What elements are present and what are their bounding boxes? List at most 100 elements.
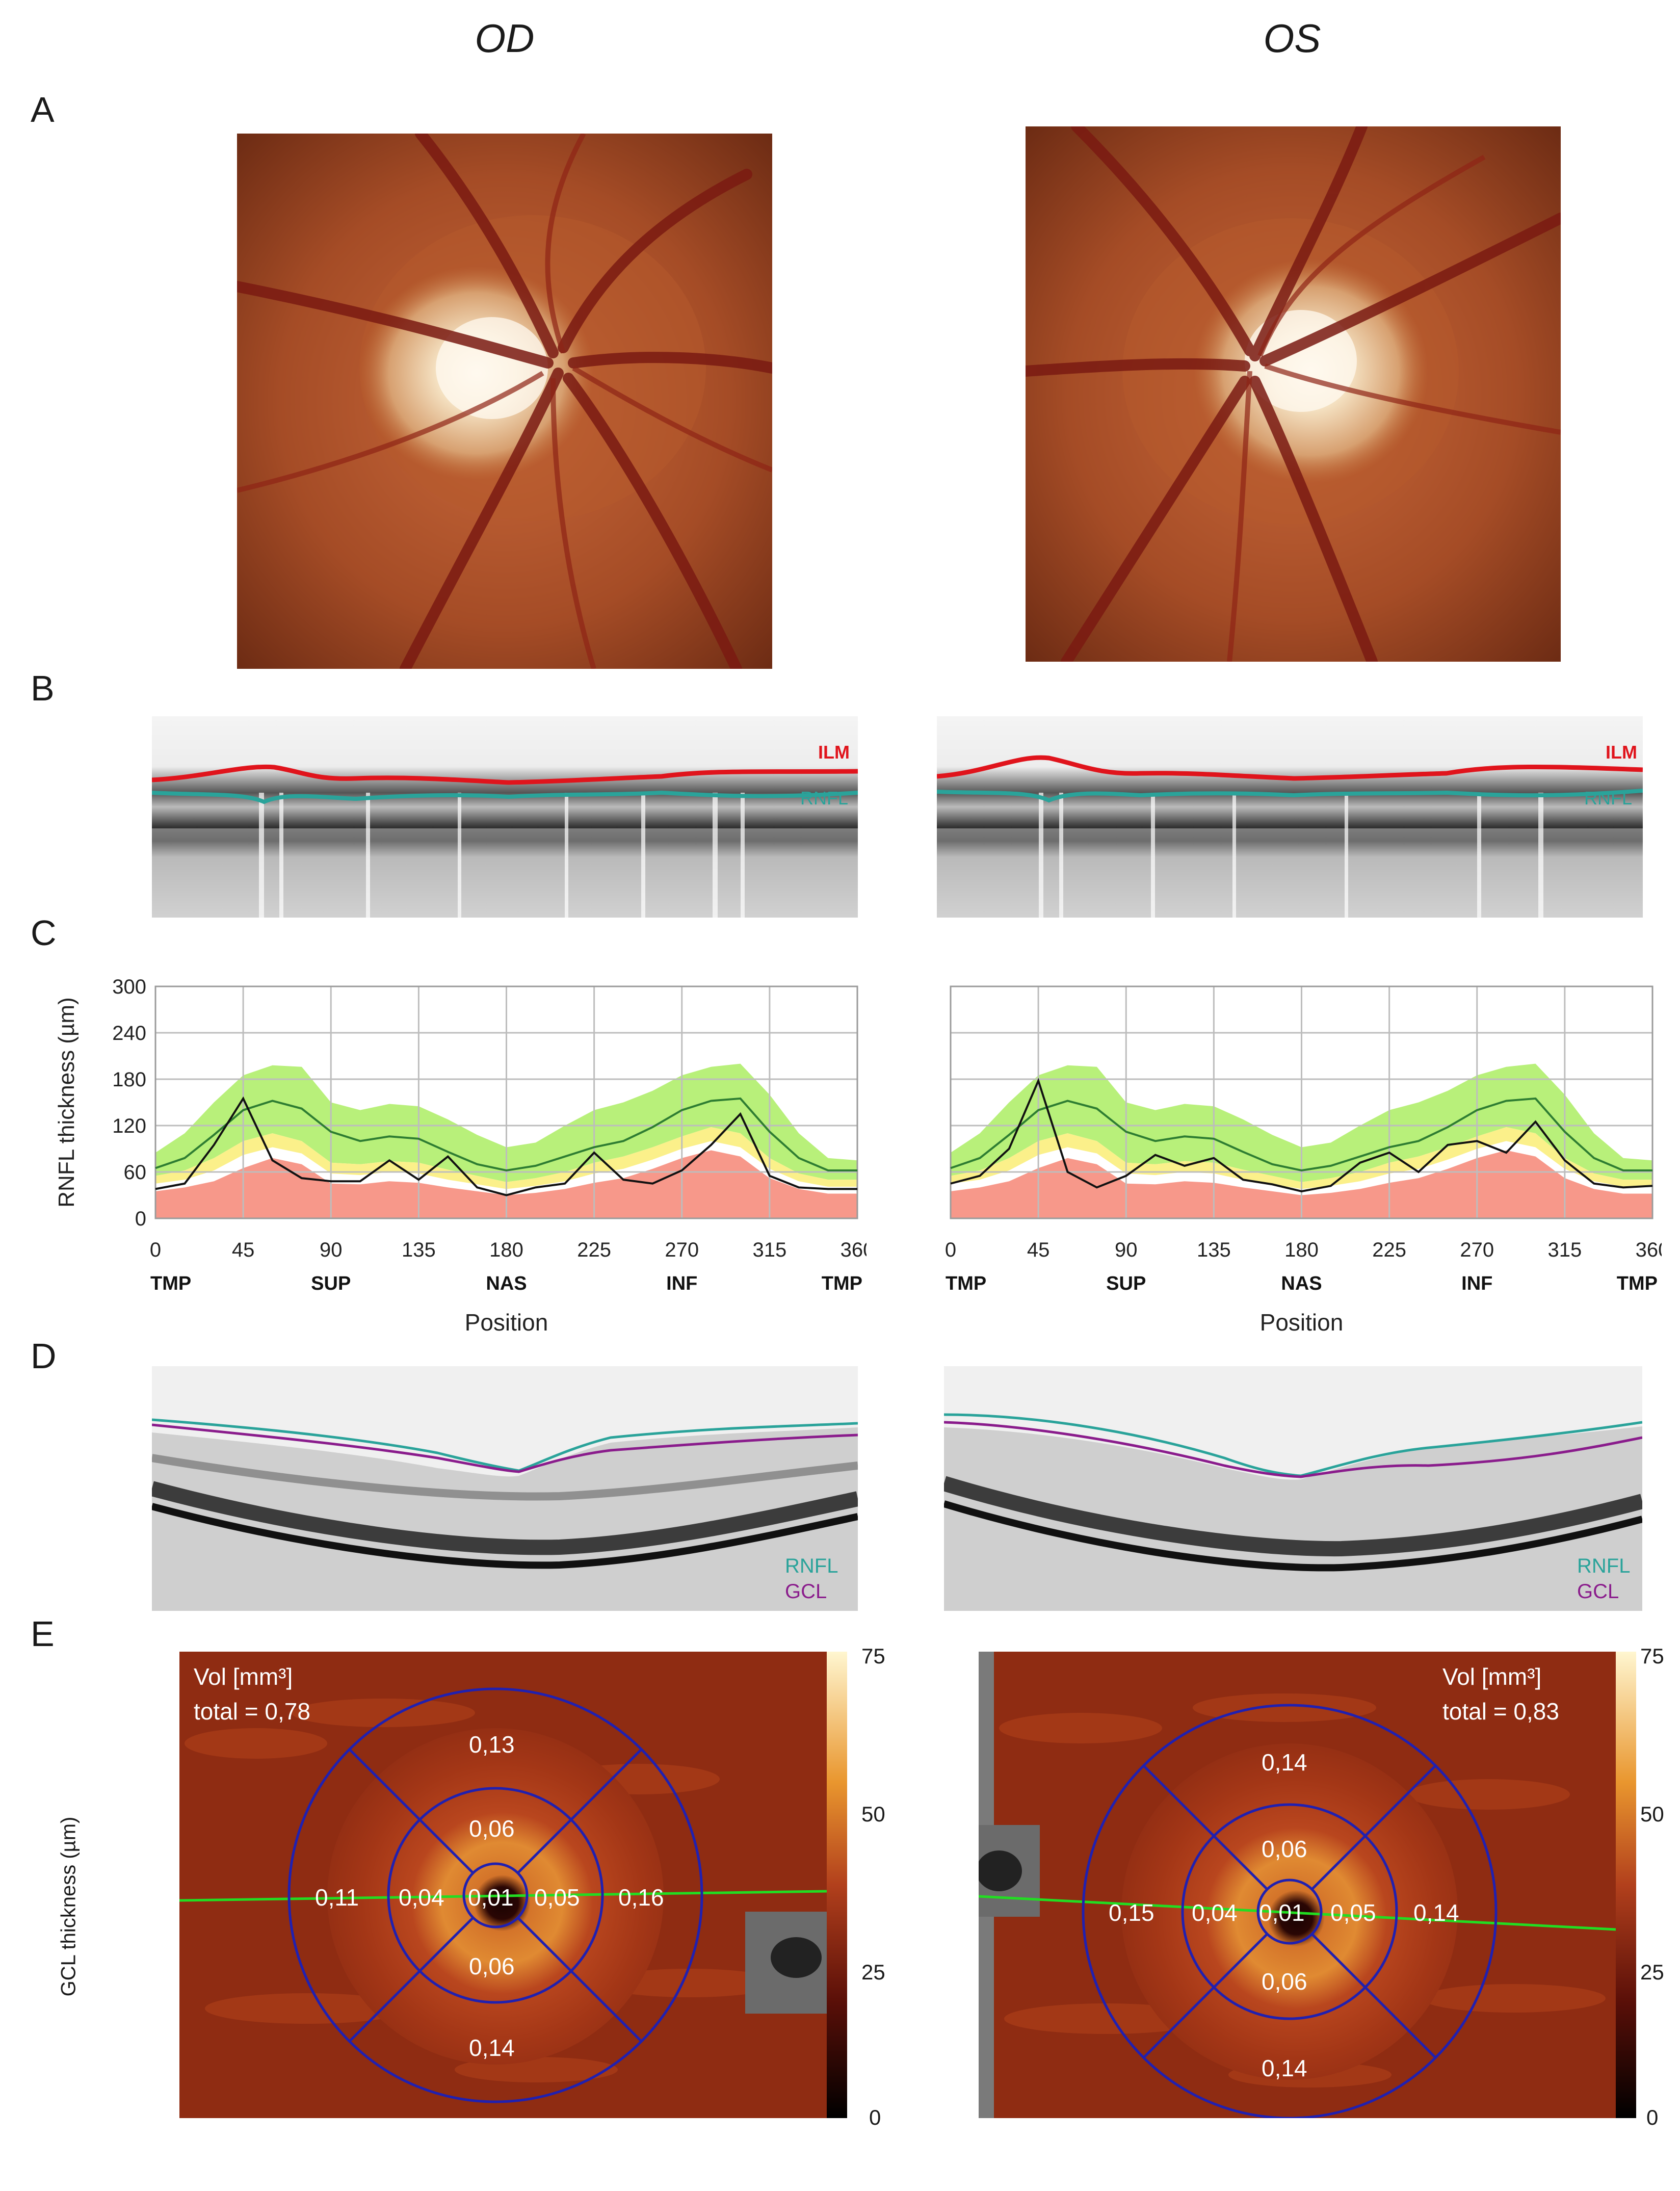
sector-outer-left-od: 0,11 bbox=[315, 1884, 359, 1911]
y-axis-label: RNFL thickness (µm) bbox=[54, 997, 79, 1207]
sector-inner-left-os: 0,04 bbox=[1192, 1899, 1238, 1926]
gcl-label-macula-od: GCL bbox=[785, 1580, 827, 1603]
series-normative-mean bbox=[155, 1097, 857, 1172]
vol-total-od: total = 0,78 bbox=[194, 1698, 310, 1725]
panel-letter-d: D bbox=[31, 1336, 57, 1376]
plot-frame bbox=[950, 985, 1653, 1219]
series-normative-mean bbox=[950, 1097, 1652, 1172]
panel-letter-e: E bbox=[31, 1614, 55, 1654]
series-patient-rnfl bbox=[155, 1096, 857, 1196]
fundus-photo-os bbox=[1026, 126, 1561, 662]
sector-inner-left-od: 0,04 bbox=[399, 1884, 444, 1911]
vol-label-os: Vol [mm³] bbox=[1442, 1663, 1542, 1690]
colorbar-tick-75-od: 75 bbox=[861, 1644, 885, 1668]
x-tick-label: 180 bbox=[489, 1239, 523, 1261]
x-tick-label: 225 bbox=[1372, 1239, 1406, 1261]
oct-circle-scan-os bbox=[937, 716, 1643, 918]
x-tick-label: 360 bbox=[841, 1239, 867, 1261]
y-tick-label: 180 bbox=[112, 1068, 146, 1091]
sector-inner-right-os: 0,05 bbox=[1330, 1899, 1376, 1926]
gcl-colorbar-os bbox=[1616, 1652, 1636, 2118]
sector-inner-bottom-os: 0,06 bbox=[1262, 1968, 1307, 1995]
gcl-colorbar-od bbox=[827, 1652, 847, 2118]
oct-macula-scan-od bbox=[152, 1366, 858, 1611]
sector-label: SUP bbox=[1106, 1273, 1146, 1294]
y-tick-label: 240 bbox=[112, 1022, 146, 1045]
x-tick-label: 45 bbox=[232, 1239, 255, 1261]
rnfl-label-od: RNFL bbox=[800, 788, 849, 808]
colorbar-tick-50-os: 50 bbox=[1640, 1802, 1664, 1826]
rnfl-thickness-chart-od: 0 60 120 180 240 300 RNFL thickness (µm) 0 45 90 1… bbox=[54, 976, 867, 1336]
x-tick-label: 0 bbox=[150, 1239, 161, 1261]
plot-frame bbox=[154, 985, 858, 1219]
series-patient-rnfl bbox=[950, 1078, 1653, 1192]
x-tick-label: 45 bbox=[1027, 1239, 1050, 1261]
x-tick-label: 90 bbox=[1115, 1239, 1138, 1261]
oct-macula-scan-os bbox=[944, 1366, 1642, 1611]
colorbar-tick-75-os: 75 bbox=[1640, 1644, 1664, 1668]
sector-label: SUP bbox=[311, 1273, 351, 1294]
sector-inner-top-os: 0,06 bbox=[1262, 1836, 1307, 1862]
gcl-colorbar-axis-label: GCL thickness (µm) bbox=[57, 1816, 80, 1997]
colorbar-tick-0-od: 0 bbox=[869, 2105, 881, 2129]
x-tick-label: 270 bbox=[1460, 1239, 1494, 1261]
sector-label: TMP bbox=[1617, 1273, 1658, 1294]
x-tick-label: 90 bbox=[320, 1239, 343, 1261]
vol-total-os: total = 0,83 bbox=[1442, 1698, 1559, 1725]
sector-label: INF bbox=[1461, 1273, 1492, 1294]
eye-title-os: OS bbox=[1263, 16, 1321, 61]
x-tick-label: 270 bbox=[665, 1239, 699, 1261]
sector-inner-bottom-od: 0,06 bbox=[469, 1953, 515, 1979]
x-tick-label: 315 bbox=[753, 1239, 787, 1261]
colorbar-tick-50-od: 50 bbox=[861, 1802, 885, 1826]
sector-inner-top-od: 0,06 bbox=[469, 1815, 515, 1842]
gcl-label-macula-os: GCL bbox=[1577, 1580, 1619, 1603]
ilm-label-os: ILM bbox=[1606, 742, 1637, 763]
x-tick-label: 360 bbox=[1636, 1239, 1662, 1261]
x-tick-label: 315 bbox=[1548, 1239, 1582, 1261]
x-axis-label: Position bbox=[465, 1309, 548, 1336]
panel-letter-a: A bbox=[31, 90, 55, 129]
sector-outer-top-os: 0,14 bbox=[1262, 1749, 1307, 1776]
sector-inner-right-od: 0,05 bbox=[534, 1884, 580, 1911]
x-tick-label: 180 bbox=[1284, 1239, 1319, 1261]
rnfl-label-os: RNFL bbox=[1584, 788, 1633, 808]
rnfl-thickness-chart-os: 0 45 90 135 180 225 270 315 360 TMP SUP NAS INF TMP Po… bbox=[945, 985, 1662, 1336]
sector-outer-left-os: 0,15 bbox=[1109, 1899, 1154, 1926]
y-tick-label: 0 bbox=[135, 1208, 146, 1230]
sector-outer-bottom-od: 0,14 bbox=[469, 2034, 515, 2061]
colorbar-tick-25-os: 25 bbox=[1640, 1960, 1664, 1984]
y-tick-label: 60 bbox=[124, 1161, 147, 1184]
oct-circle-scan-od bbox=[152, 716, 858, 918]
sector-center-od: 0,01 bbox=[468, 1884, 514, 1911]
x-tick-label: 135 bbox=[1197, 1239, 1231, 1261]
sector-label: TMP bbox=[946, 1273, 986, 1294]
gcl-map-od bbox=[179, 1652, 827, 2118]
sector-outer-right-os: 0,14 bbox=[1413, 1899, 1459, 1926]
sector-label: TMP bbox=[822, 1273, 862, 1294]
rnfl-label-macula-os: RNFL bbox=[1577, 1555, 1631, 1577]
gcl-colorbar-axis-label-wrap: GCL thickness (µm) bbox=[48, 1754, 89, 2059]
sector-label: NAS bbox=[486, 1273, 527, 1294]
sector-label: NAS bbox=[1281, 1273, 1322, 1294]
x-tick-label: 225 bbox=[577, 1239, 611, 1261]
colorbar-tick-0-os: 0 bbox=[1646, 2105, 1659, 2129]
rnfl-label-macula-od: RNFL bbox=[785, 1555, 838, 1577]
fundus-photo-od bbox=[237, 134, 772, 669]
sector-outer-bottom-os: 0,14 bbox=[1262, 2055, 1307, 2081]
x-tick-label: 135 bbox=[402, 1239, 436, 1261]
x-axis-label: Position bbox=[1260, 1309, 1344, 1336]
ilm-label-od: ILM bbox=[818, 742, 850, 763]
x-tick-label: 0 bbox=[945, 1239, 956, 1261]
gcl-map-os bbox=[979, 1652, 1616, 2118]
panel-letter-b: B bbox=[31, 668, 55, 708]
panel-letter-c: C bbox=[31, 913, 57, 953]
sector-outer-top-od: 0,13 bbox=[469, 1731, 515, 1758]
sector-center-os: 0,01 bbox=[1259, 1899, 1305, 1926]
vol-label-od: Vol [mm³] bbox=[194, 1663, 293, 1690]
eye-title-od: OD bbox=[475, 16, 535, 61]
y-tick-label: 300 bbox=[112, 976, 146, 998]
sector-outer-right-od: 0,16 bbox=[618, 1884, 664, 1911]
sector-label: INF bbox=[666, 1273, 697, 1294]
colorbar-tick-25-od: 25 bbox=[861, 1960, 885, 1984]
